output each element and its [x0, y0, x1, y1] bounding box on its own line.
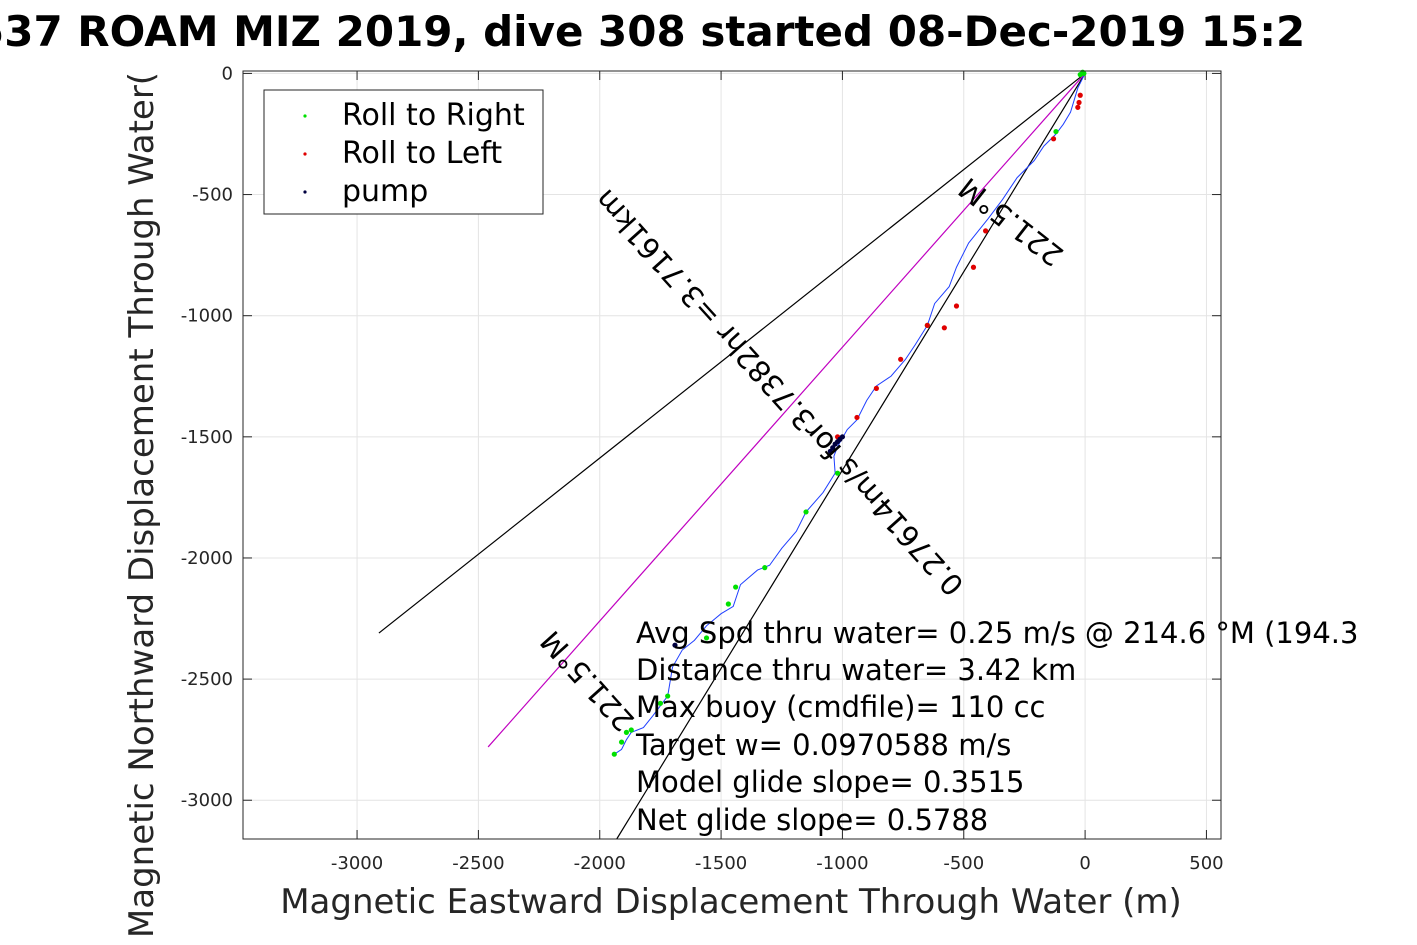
- point-roll-to-right: [725, 601, 731, 607]
- y-tick-label: -1000: [181, 306, 233, 327]
- point-roll-to-right: [665, 693, 671, 699]
- point-roll-to-right: [611, 751, 617, 757]
- x-tick-label: 500: [1189, 853, 1223, 874]
- chart-title: 537 ROAM MIZ 2019, dive 308 started 08-D…: [0, 7, 1305, 56]
- point-pump: [672, 642, 678, 648]
- track-line: [614, 73, 1086, 755]
- y-tick-label: -2500: [181, 669, 233, 690]
- legend-label-roll-right: Roll to Right: [342, 98, 525, 133]
- average-course-line: [487, 73, 1086, 748]
- point-roll-to-right: [703, 635, 710, 641]
- y-tick-label: -3000: [181, 790, 233, 811]
- point-roll-to-right: [803, 509, 809, 515]
- point-roll-to-right: [762, 565, 768, 571]
- y-axis-label: Magnetic Northward Displacement Through …: [122, 72, 162, 938]
- point-roll-to-left: [854, 414, 860, 421]
- y-tick-label: -500: [192, 185, 233, 206]
- y-tick-label: -2000: [181, 548, 233, 569]
- legend: Roll to Right Roll to Left pump: [263, 89, 544, 215]
- x-tick-label: -2500: [452, 853, 504, 874]
- x-tick-label: -1500: [695, 853, 747, 874]
- point-roll-to-right: [733, 584, 739, 590]
- x-tick-label: 0: [1079, 853, 1090, 874]
- point-roll-to-left: [1050, 136, 1057, 142]
- x-axis-label: Magnetic Eastward Displacement Through W…: [280, 882, 1182, 922]
- point-roll-to-left: [970, 264, 977, 270]
- point-roll-to-right: [623, 729, 630, 736]
- stats-block: Avg Spd thru water= 0.25 m/s @ 214.6 °M …: [635, 616, 1358, 837]
- point-roll-to-left: [873, 385, 879, 391]
- plot-frame: [242, 70, 1222, 840]
- x-axis-ticks: -3000 -2500 -2000 -1500 -1000 -500 0 500: [331, 71, 1224, 874]
- x-tick-label: -2000: [574, 853, 626, 874]
- point-roll-to-right: [618, 739, 625, 745]
- y-tick-label: 0: [222, 63, 233, 84]
- point-roll-to-right: [1077, 72, 1083, 78]
- point-roll-to-left: [1075, 104, 1081, 110]
- point-roll-to-right: [834, 470, 841, 476]
- stat-target-w: Target w= 0.0970588 m/s: [635, 728, 1011, 762]
- reference-lines: [378, 72, 1086, 840]
- stat-avg-speed: Avg Spd thru water= 0.25 m/s @ 214.6 °M …: [636, 616, 1358, 650]
- y-tick-label: -1500: [181, 427, 233, 448]
- stat-max-buoy: Max buoy (cmdfile)= 110 cc: [636, 690, 1045, 724]
- point-roll-to-left: [1076, 99, 1082, 106]
- point-pump: [827, 448, 833, 454]
- legend-marker-roll-left: [303, 152, 307, 156]
- legend-marker-pump: [303, 190, 307, 194]
- series-group: [611, 69, 1087, 757]
- point-roll-to-left: [983, 228, 989, 234]
- x-tick-label: -1000: [816, 853, 868, 874]
- legend-box: [263, 89, 544, 215]
- point-roll-to-right: [1053, 128, 1059, 135]
- legend-label-roll-left: Roll to Left: [342, 136, 502, 171]
- point-roll-to-left: [1077, 92, 1083, 98]
- bearing-line-lower: [616, 73, 1086, 840]
- stat-distance: Distance thru water= 3.42 km: [636, 653, 1076, 687]
- x-tick-label: -3000: [331, 853, 383, 874]
- legend-marker-roll-right: [303, 114, 307, 118]
- y-axis-ticks: 0 -500 -1000 -1500 -2000 -2500 -3000: [181, 63, 1221, 811]
- point-roll-to-left: [898, 356, 904, 362]
- point-roll-to-left: [924, 322, 930, 328]
- stat-model-glide: Model glide slope= 0.3515: [636, 765, 1024, 799]
- bearing-line-upper: [378, 72, 1086, 634]
- point-roll-to-right: [657, 700, 664, 706]
- point-roll-to-left: [953, 303, 960, 309]
- stat-net-glide: Net glide slope= 0.5788: [636, 803, 988, 837]
- point-roll-to-left: [941, 325, 947, 331]
- legend-label-pump: pump: [342, 174, 428, 209]
- point-roll-to-right: [628, 727, 634, 733]
- grid: [243, 71, 1221, 839]
- x-tick-label: -500: [943, 853, 984, 874]
